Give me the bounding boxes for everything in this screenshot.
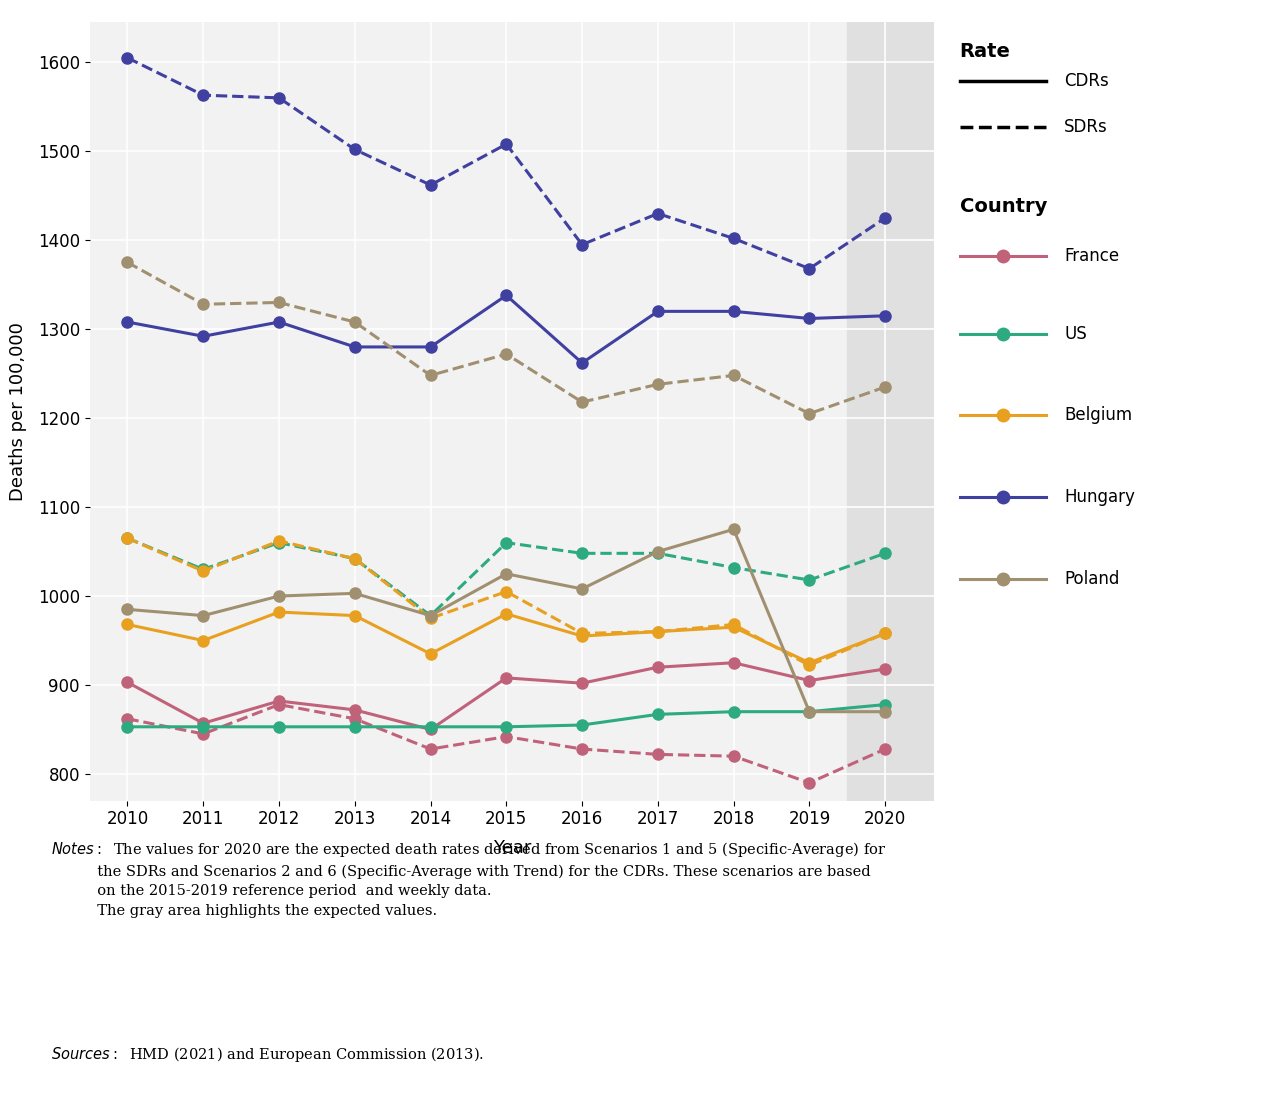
Y-axis label: Deaths per 100,000: Deaths per 100,000 [9, 322, 27, 500]
X-axis label: Year: Year [493, 840, 531, 857]
Text: $\it{Notes:}$  The values for 2020 are the expected death rates derived from Sce: $\it{Notes:}$ The values for 2020 are th… [51, 840, 886, 917]
Text: Rate: Rate [960, 41, 1011, 61]
Text: Hungary: Hungary [1064, 488, 1135, 506]
Text: France: France [1064, 247, 1119, 265]
Text: $\it{Sources:}$  HMD (2021) and European Commission (2013).: $\it{Sources:}$ HMD (2021) and European … [51, 1045, 484, 1064]
Text: CDRs: CDRs [1064, 71, 1108, 90]
Text: Poland: Poland [1064, 569, 1120, 588]
Text: Belgium: Belgium [1064, 406, 1133, 425]
Text: SDRs: SDRs [1064, 118, 1108, 137]
Text: US: US [1064, 325, 1087, 342]
Bar [847, 22, 934, 801]
Text: Country: Country [960, 198, 1047, 217]
